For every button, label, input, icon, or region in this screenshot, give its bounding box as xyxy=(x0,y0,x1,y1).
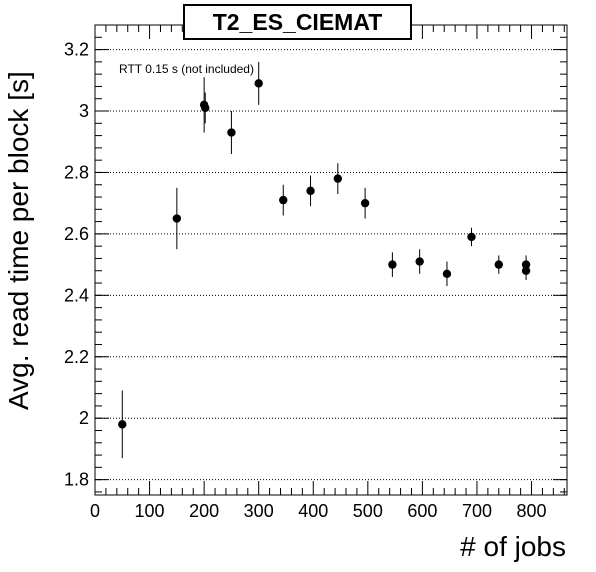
data-point xyxy=(172,214,182,223)
data-point xyxy=(279,195,288,205)
data-point xyxy=(254,79,263,88)
x-tick-label: 200 xyxy=(189,501,219,521)
y-tick-label: 3.2 xyxy=(64,40,89,60)
data-point xyxy=(388,260,397,269)
x-tick-label: 800 xyxy=(517,501,547,521)
y-tick-label: 2.2 xyxy=(64,347,89,367)
annotation-rtt: RTT 0.15 s (not included) xyxy=(119,62,254,76)
axis-ticks xyxy=(94,24,567,495)
x-tick-label: 300 xyxy=(244,501,274,521)
x-tick-label: 0 xyxy=(90,501,100,521)
data-point xyxy=(360,198,370,208)
data-points xyxy=(118,61,531,459)
y-tick-label: 2.4 xyxy=(64,285,89,305)
y-axis-title: Avg. read time per block [s] xyxy=(3,71,34,410)
data-point xyxy=(227,128,236,137)
grid-lines xyxy=(95,49,567,481)
y-tick-label: 2 xyxy=(79,408,89,428)
data-point xyxy=(442,269,452,279)
y-tick-label: 1.8 xyxy=(64,470,89,490)
y-tick-label: 3 xyxy=(79,101,89,121)
data-point xyxy=(415,257,424,266)
data-point xyxy=(306,186,315,196)
title-box xyxy=(183,4,412,40)
y-tick-label: 2.6 xyxy=(64,224,89,244)
x-tick-label: 700 xyxy=(462,501,492,521)
tick-labels: 1.8 2 2.2 2.4 2.6 2.8 3 3.2 0 100 200 300 400 500 600 7… xyxy=(64,40,547,521)
x-tick-label: 600 xyxy=(407,501,437,521)
plot-frame xyxy=(94,24,568,496)
data-point xyxy=(494,260,503,269)
x-tick-label: 500 xyxy=(353,501,383,521)
y-tick-label: 2.8 xyxy=(64,162,89,182)
x-tick-label: 100 xyxy=(135,501,165,521)
data-point xyxy=(521,266,531,275)
x-tick-label: 400 xyxy=(298,501,328,521)
chart-title: T2_ES_CIEMAT xyxy=(213,9,383,35)
data-point xyxy=(118,420,127,429)
x-axis-title: # of jobs xyxy=(460,531,566,562)
data-point xyxy=(467,232,476,242)
data-point xyxy=(201,103,210,113)
data-point xyxy=(333,174,343,183)
